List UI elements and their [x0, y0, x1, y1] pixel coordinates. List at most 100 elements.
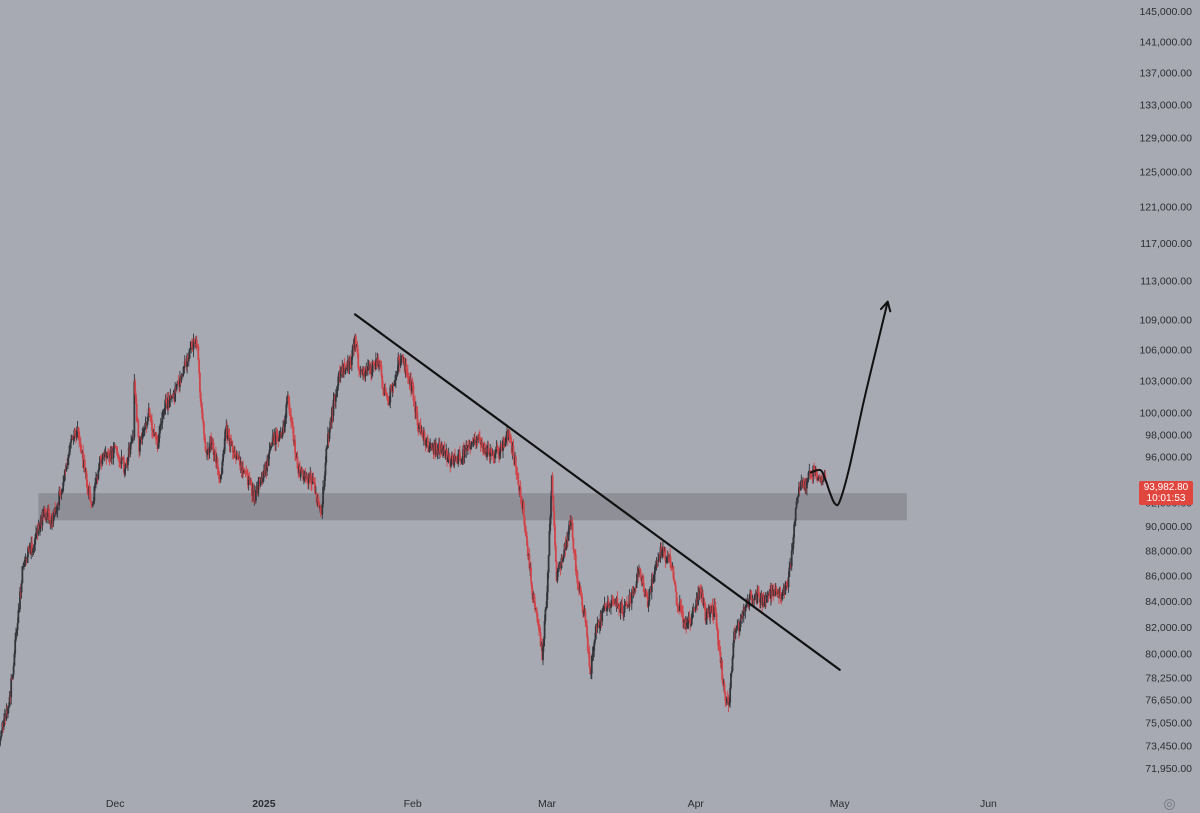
- candle-body: [797, 495, 800, 498]
- candle-body: [123, 468, 126, 473]
- candle-body: [706, 609, 708, 620]
- candle-body: [718, 645, 720, 647]
- y-tick-label: 84,000.00: [1145, 596, 1192, 608]
- candle-body: [307, 474, 310, 483]
- candle-body: [753, 599, 756, 601]
- candle-body: [115, 447, 118, 453]
- candle-body: [474, 437, 476, 440]
- candle-body: [560, 557, 563, 569]
- candle-body: [304, 474, 307, 479]
- y-tick-label: 71,950.00: [1145, 763, 1192, 775]
- candle-body: [775, 588, 778, 592]
- candle-body: [257, 480, 260, 494]
- candle-body: [250, 479, 253, 486]
- candle-body: [810, 472, 813, 475]
- candle-body: [406, 372, 409, 378]
- candle-body: [822, 475, 825, 482]
- candle-body: [750, 592, 752, 595]
- y-tick-label: 125,000.00: [1139, 166, 1192, 178]
- candle-body: [267, 453, 270, 466]
- candle-body: [326, 433, 329, 449]
- candle-body: [55, 511, 57, 515]
- candle-body: [574, 554, 577, 572]
- candle-body: [657, 559, 660, 561]
- settings-icon[interactable]: [1164, 799, 1175, 810]
- candle-body: [458, 451, 461, 461]
- candle-body: [398, 357, 400, 360]
- candle-body: [27, 548, 29, 558]
- candle-body: [714, 607, 717, 614]
- y-tick-label: 96,000.00: [1145, 452, 1192, 464]
- candle-body: [512, 445, 515, 456]
- x-axis[interactable]: Dec 2025 Feb Mar Apr May Jun: [106, 798, 997, 810]
- candle-body: [724, 692, 727, 701]
- candle-body: [314, 483, 316, 494]
- candle-body: [492, 453, 495, 457]
- candle-body: [16, 623, 19, 630]
- candle-body: [141, 433, 144, 440]
- candle-body: [656, 560, 659, 562]
- candle-body: [796, 497, 799, 502]
- candle-body: [187, 355, 189, 362]
- candle-body: [159, 424, 162, 431]
- candle-body: [235, 453, 238, 460]
- candle-body: [67, 457, 69, 466]
- candle-body: [415, 407, 418, 413]
- candle-body: [654, 565, 657, 567]
- y-tick-label: 76,650.00: [1145, 695, 1192, 707]
- candle-body: [151, 429, 154, 433]
- candle-body: [296, 456, 299, 469]
- candle-body: [690, 624, 692, 626]
- candle-body: [729, 687, 732, 703]
- candle-body: [766, 595, 768, 603]
- candle-body: [542, 646, 544, 660]
- candle-body: [732, 642, 735, 658]
- candle-body: [350, 356, 353, 365]
- candle-body: [159, 430, 161, 434]
- candle-body: [161, 412, 164, 424]
- candle-body: [576, 571, 579, 584]
- candle-body: [202, 419, 205, 423]
- candle-body: [290, 414, 292, 422]
- candle-body: [642, 582, 645, 592]
- candle-body: [318, 501, 320, 508]
- candle-body: [332, 399, 335, 416]
- candle-body: [727, 698, 730, 705]
- projection-curve: [809, 300, 889, 507]
- candle-body: [746, 604, 748, 606]
- candle-body: [343, 363, 346, 374]
- candle-body: [711, 605, 714, 615]
- candle-body: [726, 696, 729, 699]
- y-axis[interactable]: 145,000.00 141,000.00 137,000.00 133,000.00…: [1139, 6, 1192, 775]
- candle-body: [78, 431, 81, 441]
- candle-body: [79, 440, 81, 444]
- candle-body: [689, 620, 692, 625]
- candle-body: [759, 598, 762, 603]
- candle-body: [602, 605, 605, 609]
- candle-body: [322, 486, 325, 488]
- candle-body: [754, 594, 756, 600]
- candle-body: [806, 481, 808, 489]
- candle-body: [394, 375, 397, 381]
- candle-body: [610, 600, 613, 605]
- candle-body: [442, 448, 444, 451]
- candle-body: [582, 605, 584, 614]
- candle-body: [43, 508, 45, 517]
- candle-body: [419, 424, 422, 435]
- candle-body: [792, 537, 795, 549]
- candle-body: [813, 465, 816, 469]
- candle-body: [142, 433, 145, 434]
- candle-body: [782, 590, 784, 594]
- candle-body: [508, 430, 511, 437]
- candle-body: [21, 566, 24, 584]
- candle-body: [762, 596, 765, 606]
- candle-body: [339, 370, 342, 378]
- projection-arrowhead: [879, 300, 892, 313]
- candle-body: [372, 361, 375, 364]
- candle-body: [794, 520, 796, 525]
- candle-body: [99, 456, 102, 460]
- candle-body: [411, 383, 414, 386]
- candle-body: [362, 370, 365, 374]
- candle-body: [638, 568, 640, 575]
